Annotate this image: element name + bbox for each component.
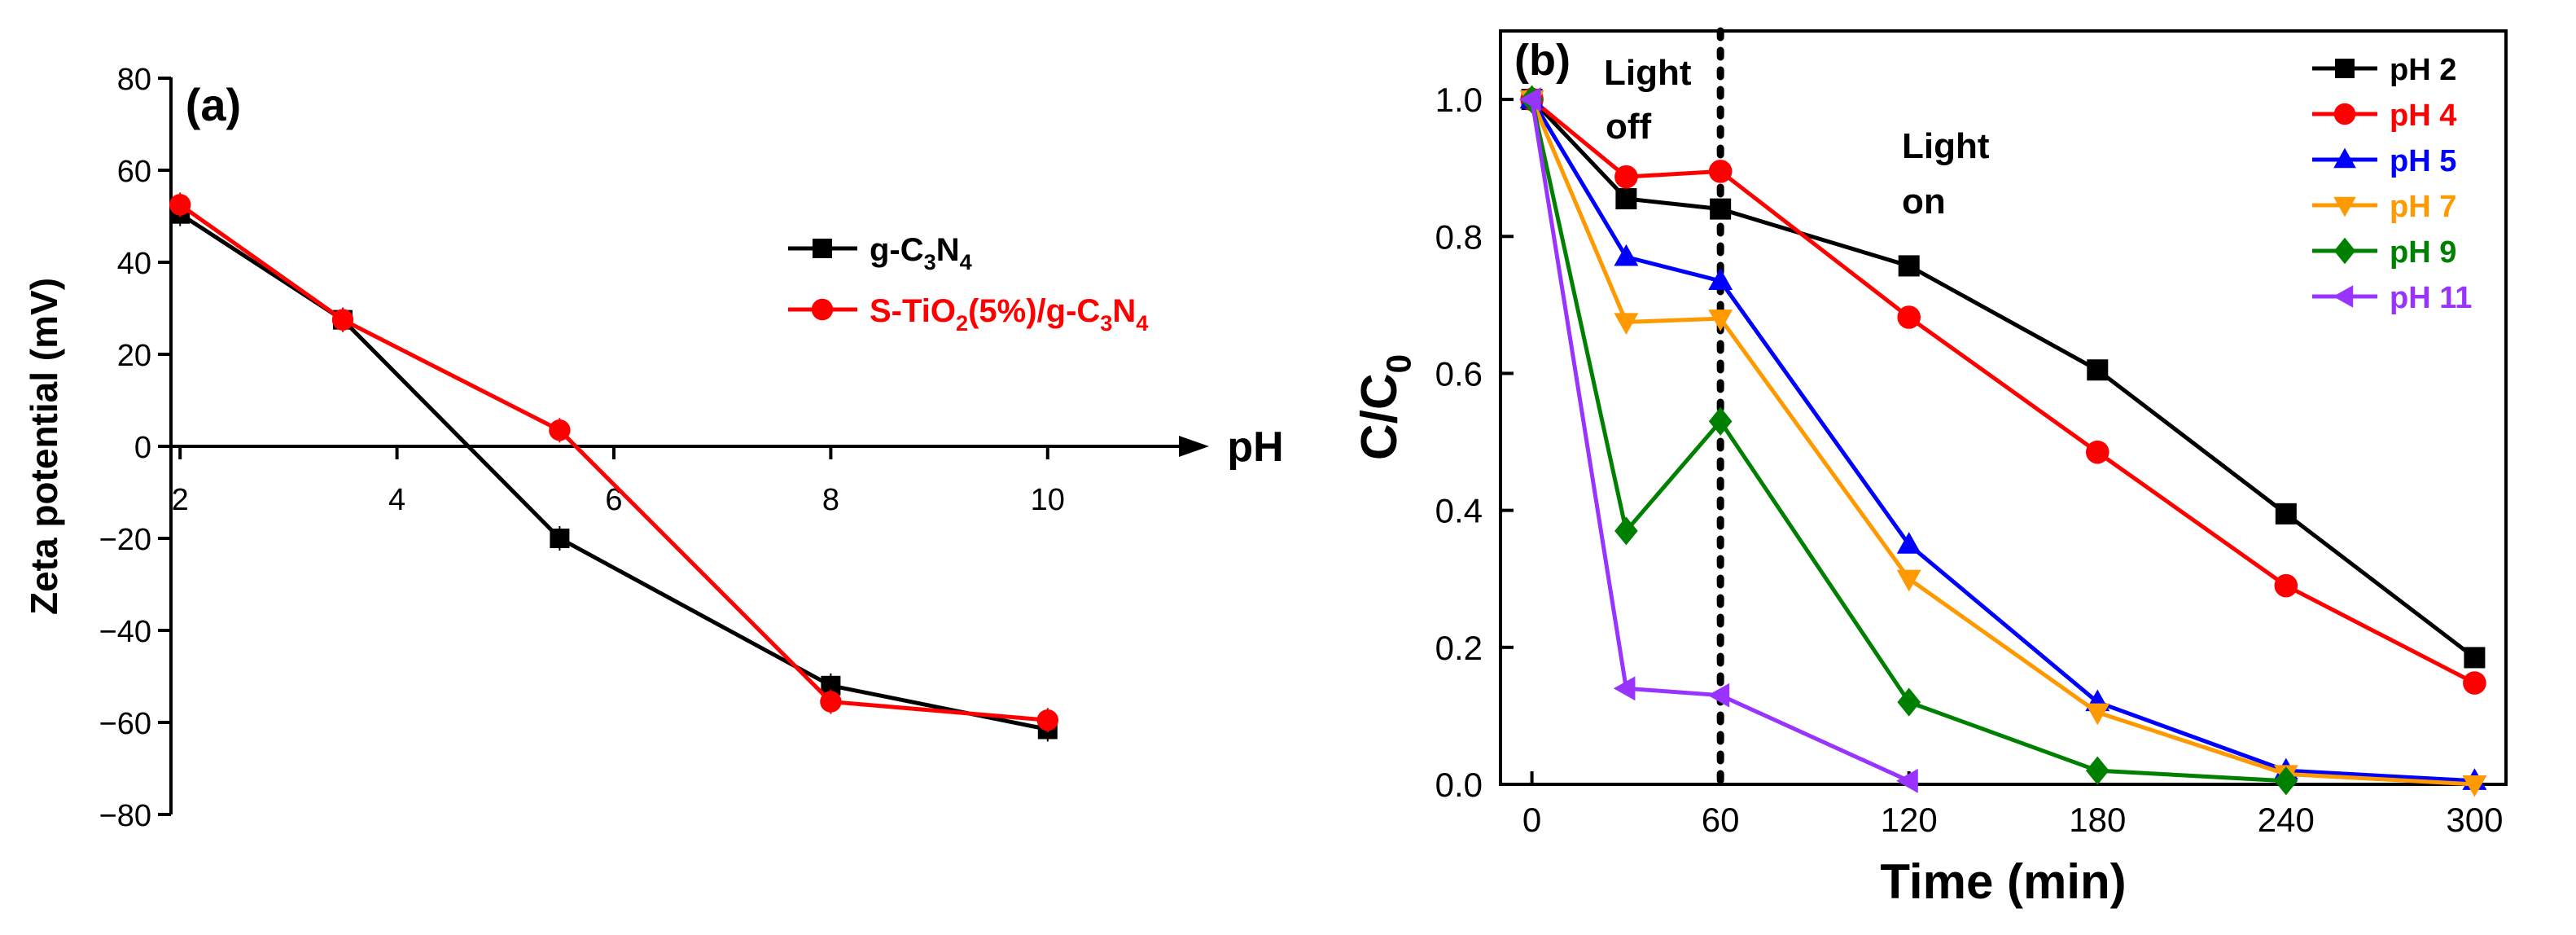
series-line-0 [1530,98,2476,660]
x-tick-label: 300 [2446,801,2503,839]
y-tick-label: −40 [99,615,151,649]
y-tick-label: 0.4 [1435,492,1483,530]
legend-label-3: pH 7 [2390,190,2456,224]
legend-label-5: pH 11 [2390,281,2472,315]
y-tick-label: 1.0 [1435,81,1483,119]
data-point [1896,569,1921,592]
legend-marker-0 [813,239,832,258]
data-point [1708,268,1733,290]
x-tick-label: 240 [2258,801,2315,839]
x-tick-label: 120 [1881,801,1938,839]
legend-marker-5 [2333,285,2354,308]
data-point [1708,160,1733,183]
data-point [2085,440,2109,464]
data-point [1518,87,1541,112]
y-tick-label: 20 [117,339,151,373]
panel-b-chart: 0.0 0.2 0.4 0.6 0.8 1.0 0 60 120 180 240 300 Time (m… [1352,27,2508,909]
x-axis-arrow [1179,436,1209,457]
x-tick-label: 60 [1702,801,1740,839]
data-point [1615,188,1637,210]
series-line-4 [1530,99,2286,784]
data-point [1614,165,1638,189]
y-tick-label: 60 [117,155,151,189]
data-point [1708,309,1733,331]
legend-label-0: pH 2 [2390,53,2456,87]
legend-label-2: pH 5 [2390,144,2456,178]
y-tick-label: 0.0 [1435,766,1483,804]
data-point [549,419,571,441]
data-point [1897,687,1921,717]
data-point [1896,768,1918,793]
legend-label-1: S-TiO2(5%)/g-C3N4 [870,293,1148,336]
light-on-label-2: on [1902,182,1946,222]
x-axis-label: pH [1227,424,1283,471]
data-point [2275,503,2297,525]
data-point [1896,532,1921,554]
data-point [1710,198,1732,220]
legend-marker-3 [2333,196,2356,217]
y-axis-label: Zeta potential (mV) [23,278,65,615]
y-tick-label: 0.6 [1435,354,1483,393]
y-tick-label: 0.8 [1435,217,1483,256]
y-axis-label: C/C0 [1352,354,1417,460]
series-line-0 [178,212,1049,731]
legend-marker-1 [811,298,834,321]
data-point [820,691,842,713]
data-point [1897,305,1921,329]
y-tick-label: −20 [99,523,151,557]
legend-marker-2 [2333,147,2356,169]
data-point [2274,573,2298,598]
data-point [1707,683,1730,708]
data-point [1036,709,1059,731]
y-tick-label: 0.2 [1435,629,1483,667]
legend-label-4: pH 9 [2390,235,2456,270]
data-point [1614,313,1639,335]
series-line-2 [1530,98,2475,784]
x-tick-label: 0 [1522,801,1541,839]
x-tick-label: 10 [1031,483,1065,517]
data-point [2462,775,2487,797]
series-line-1 [1531,98,2476,685]
light-off-label-2: off [1606,107,1652,147]
data-point [2463,671,2486,695]
legend-label-0: g-C3N4 [870,232,972,274]
y-tick-label: 80 [117,63,151,97]
data-point [2274,766,2298,796]
x-tick-label: 4 [388,483,405,517]
data-point [2464,647,2486,669]
data-point [1614,244,1639,266]
y-tick-label: −80 [99,799,151,833]
legend-marker-0 [2335,59,2355,78]
series-line-1 [178,203,1049,722]
data-point [1614,516,1638,546]
data-point [2085,703,2110,726]
data-point [1708,406,1733,436]
panel-label: (a) [186,79,241,130]
data-point [169,194,191,216]
y-tick-label: 0 [134,431,151,465]
panel-label: (b) [1514,36,1571,85]
x-tick-label: 2 [172,483,189,517]
data-point [550,529,570,548]
data-point [2087,359,2109,381]
x-tick-label: 8 [822,483,839,517]
data-point [331,309,354,331]
x-axis-label: Time (min) [1880,854,2126,909]
y-tick-label: 40 [117,247,151,281]
plot-frame [1499,29,2508,786]
data-point [1613,676,1636,701]
y-tick-label: −60 [99,707,151,741]
light-off-label: Light [1604,53,1692,93]
legend-label-1: pH 4 [2390,99,2456,133]
legend-marker-1 [2333,103,2356,125]
light-on-label: Light [1902,126,1990,166]
data-point [2085,756,2109,785]
legend-marker-4 [2333,237,2356,265]
data-point [1898,255,1920,277]
x-tick-label: 180 [2069,801,2126,839]
series-line-5 [1530,99,1910,784]
